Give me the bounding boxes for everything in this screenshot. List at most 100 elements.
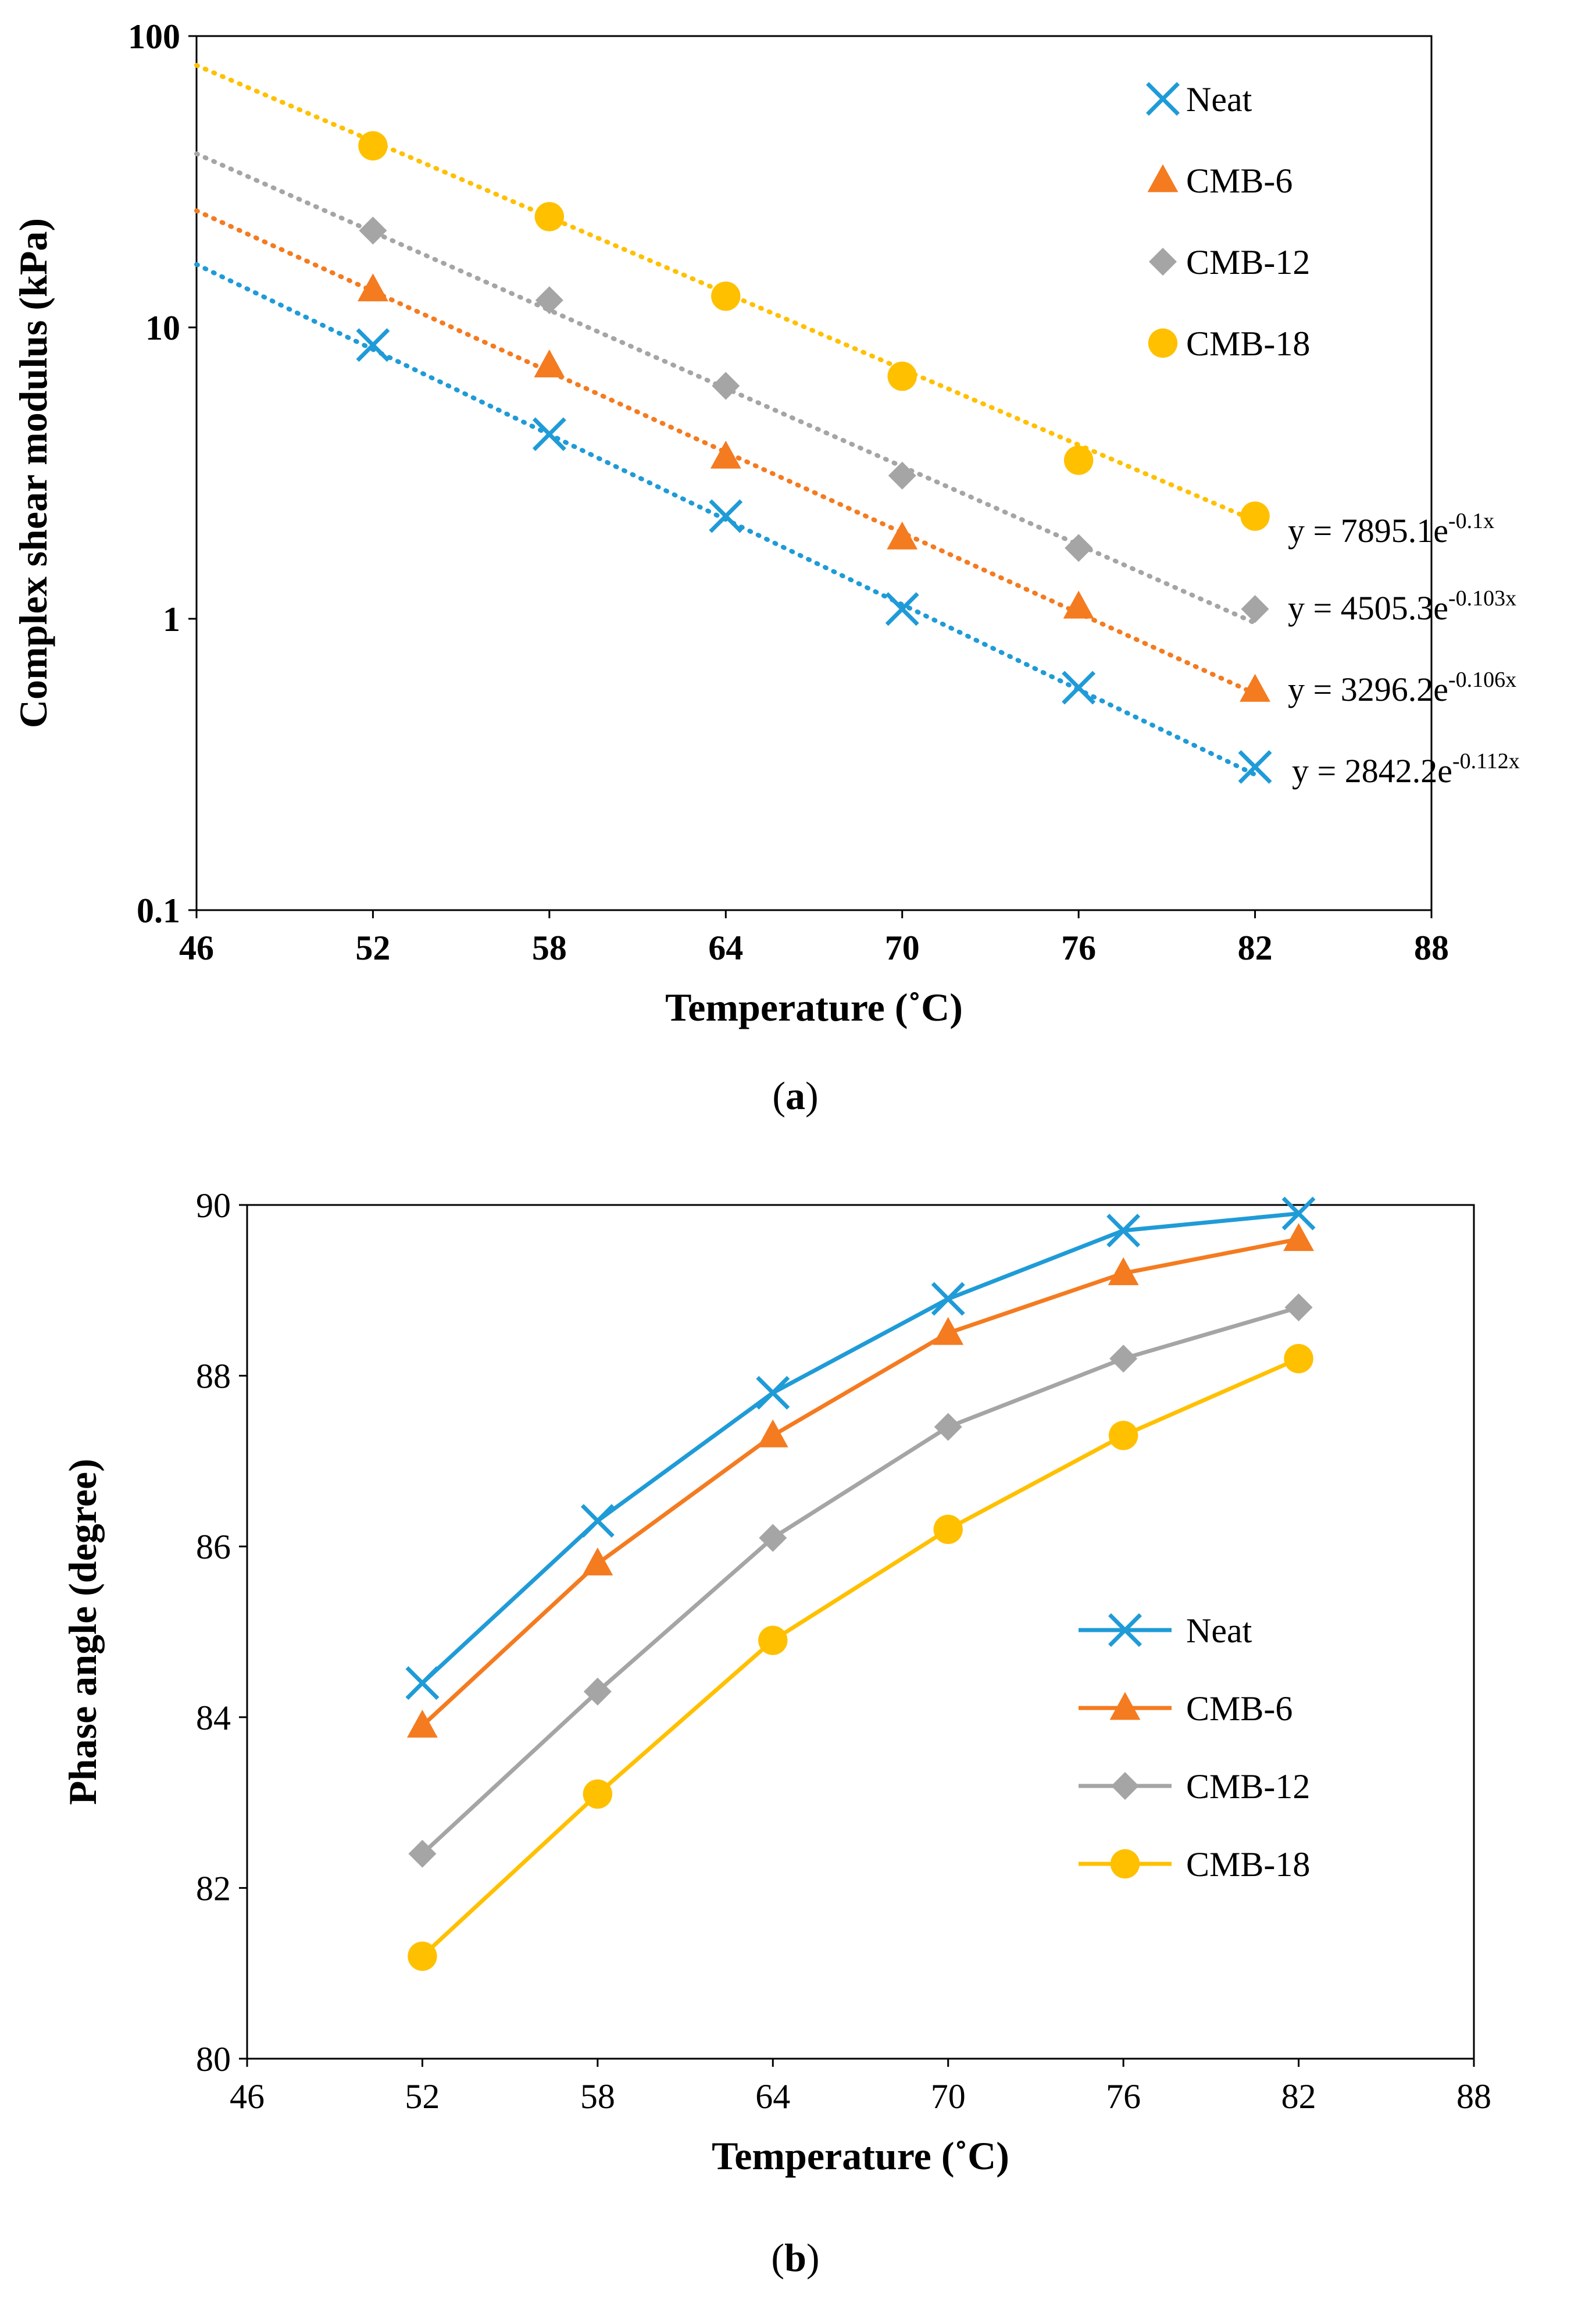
legend-marker-cmb-18 — [1110, 1849, 1140, 1879]
legend-marker-cmb-6 — [1147, 164, 1179, 192]
chart-a: 46 52 58 64 70 76 82 88 0.1 1 10 100 Temperature (˚C… — [11, 17, 1520, 1118]
equation-main: y = 7895.1e — [1288, 512, 1448, 550]
equation-exponent: -0.103x — [1448, 586, 1516, 611]
legend-marker-neat — [1108, 1613, 1142, 1647]
data-point-neat — [1062, 671, 1096, 705]
data-point-neat — [1281, 1196, 1316, 1231]
trendline-equation: y = 3296.2e-0.106x — [1288, 668, 1516, 708]
x-tick-label: 46 — [179, 929, 214, 967]
data-point-cmb-12 — [934, 1413, 962, 1441]
x-tick-label: 52 — [355, 929, 390, 967]
series-line-cmb-18 — [421, 1356, 1300, 1958]
legend-marker-cmb-12 — [1111, 1772, 1139, 1800]
trendline-equation: y = 7895.1e-0.1x — [1288, 509, 1494, 550]
data-point-cmb-6 — [757, 1419, 788, 1447]
data-point-cmb-18 — [1063, 445, 1094, 475]
plot-frame — [195, 35, 1433, 911]
legend-marker-cmb-18 — [1148, 328, 1178, 358]
caption-letter: a — [785, 1074, 805, 1118]
caption-paren: ( — [771, 2235, 784, 2280]
trendline-equation: y = 4505.3e-0.103x — [1288, 586, 1516, 627]
x-tick-label: 64 — [708, 929, 743, 967]
x-tick-label: 82 — [1238, 929, 1273, 967]
legend-marker-cmb-6 — [1109, 1692, 1141, 1720]
legend-label-neat: Neat — [1186, 80, 1252, 119]
trendline-equation: y = 2842.2e-0.112x — [1292, 749, 1520, 790]
x-tick-label: 58 — [532, 929, 567, 967]
y-tick-label: 88 — [196, 1357, 231, 1396]
equation-exponent: -0.106x — [1448, 668, 1516, 692]
legend-label-neat: Neat — [1186, 1611, 1252, 1650]
series-line-cmb-6 — [421, 1237, 1299, 1728]
data-point-cmb-18 — [1284, 1344, 1313, 1374]
data-point-cmb-12 — [535, 286, 563, 315]
data-point-cmb-18 — [1240, 501, 1270, 531]
data-point-cmb-6 — [358, 273, 388, 302]
legend-label-cmb-6: CMB-6 — [1186, 162, 1292, 200]
data-point-cmb-18 — [711, 281, 741, 311]
series-line-cmb-12 — [421, 1305, 1299, 1856]
data-point-cmb-12 — [583, 1677, 612, 1706]
equation-main: y = 2842.2e — [1292, 752, 1452, 790]
data-point-cmb-18 — [583, 1779, 613, 1809]
x-tick-label: 70 — [885, 929, 920, 967]
figure-caption: (a) — [772, 1074, 818, 1118]
caption-letter: b — [784, 2235, 806, 2280]
y-tick-label: 1 — [163, 600, 180, 639]
caption-paren: ) — [805, 1074, 819, 1118]
y-tick-label: 80 — [196, 2040, 231, 2078]
data-point-cmb-18 — [933, 1514, 963, 1545]
data-point-cmb-18 — [1108, 1421, 1138, 1450]
data-point-cmb-18 — [887, 361, 917, 391]
data-point-cmb-6 — [1063, 590, 1094, 619]
data-point-cmb-12 — [408, 1839, 437, 1868]
data-point-cmb-12 — [1109, 1345, 1138, 1373]
y-tick-label: 90 — [196, 1186, 231, 1225]
legend-label-cmb-18: CMB-18 — [1186, 1845, 1310, 1884]
data-point-cmb-12 — [1284, 1293, 1313, 1322]
data-point-cmb-18 — [408, 1941, 437, 1971]
data-point-neat — [405, 1666, 440, 1700]
x-tick-label: 64 — [755, 2077, 790, 2116]
x-tick-label: 88 — [1414, 929, 1449, 967]
legend-label-cmb-12: CMB-12 — [1186, 243, 1310, 281]
data-point-cmb-12 — [888, 461, 916, 490]
data-point-cmb-6 — [1108, 1257, 1139, 1285]
x-tick-label: 52 — [405, 2077, 440, 2116]
x-axis-title: Temperature (˚C) — [712, 2134, 1009, 2178]
x-tick-label: 76 — [1061, 929, 1096, 967]
data-point-neat — [580, 1504, 615, 1538]
equation-exponent: -0.112x — [1452, 749, 1520, 773]
y-tick-label: 82 — [196, 1869, 231, 1907]
y-tick-label: 100 — [128, 17, 180, 56]
data-point-neat — [1238, 750, 1272, 784]
x-tick-label: 46 — [230, 2077, 265, 2116]
data-point-cmb-6 — [582, 1547, 613, 1575]
legend-marker-neat — [1146, 82, 1180, 116]
data-point-cmb-12 — [712, 372, 740, 400]
data-point-neat — [532, 417, 566, 451]
data-point-neat — [356, 328, 390, 362]
data-point-cmb-12 — [1241, 595, 1269, 623]
data-point-neat — [756, 1376, 790, 1410]
y-tick-label: 86 — [196, 1528, 231, 1566]
data-point-cmb-6 — [933, 1317, 964, 1345]
chart-b: 46 52 58 64 70 76 82 88 80 82 84 86 88 90 Temperature … — [60, 1186, 1491, 2280]
data-point-neat — [1106, 1214, 1141, 1247]
legend-label-cmb-18: CMB-18 — [1186, 325, 1310, 363]
x-tick-label: 76 — [1106, 2077, 1141, 2116]
series-line-neat — [421, 1211, 1299, 1685]
caption-paren: ( — [772, 1074, 785, 1118]
x-tick-label: 82 — [1281, 2077, 1316, 2116]
legend-label-cmb-6: CMB-6 — [1186, 1689, 1292, 1728]
equation-exponent: -0.1x — [1448, 509, 1494, 533]
data-point-cmb-12 — [759, 1524, 787, 1552]
data-point-cmb-12 — [359, 216, 387, 245]
data-point-cmb-18 — [758, 1625, 788, 1655]
figure-caption: (b) — [771, 2235, 819, 2280]
data-point-cmb-6 — [407, 1709, 438, 1738]
trendline-neat — [194, 262, 1258, 777]
data-point-cmb-6 — [534, 349, 565, 377]
y-tick-label: 0.1 — [137, 892, 180, 930]
